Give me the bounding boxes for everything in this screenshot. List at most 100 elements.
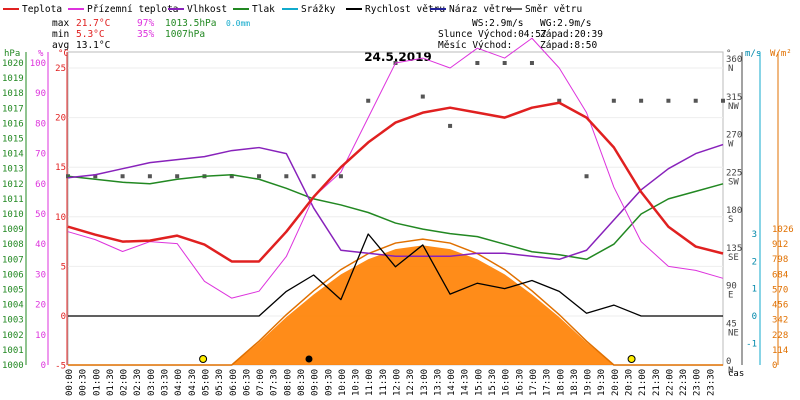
tick-label-press: 1004	[2, 301, 24, 311]
info-moonrise: Měsíc Východ:	[438, 40, 512, 51]
series-ground-temp-line	[67, 37, 724, 299]
tick-label-time: 08:00	[283, 369, 293, 396]
tick-label-press: 1009	[2, 225, 24, 235]
point-wind-dir	[611, 98, 616, 103]
legend-label-rain: Srážky	[301, 4, 336, 15]
point-wind-dir	[693, 98, 698, 103]
point-wind-dir	[639, 98, 644, 103]
tick-label-time: 08:30	[297, 369, 307, 396]
tick-label-wm2: 0	[772, 361, 777, 371]
tick-label-dir-name: SE	[728, 253, 739, 263]
point-wind-dir	[311, 174, 316, 179]
tick-label-press: 1016	[2, 119, 24, 129]
tick-label-wm2: 228	[772, 331, 788, 341]
point-wind-dir	[557, 98, 562, 103]
chart-title: 24.5.2019	[364, 50, 432, 64]
tick-label-ms: 2	[752, 257, 757, 267]
tick-label-dir: 360	[726, 55, 742, 65]
tick-label-dir: 180	[726, 206, 742, 216]
tick-label-time: 18:00	[556, 369, 566, 396]
tick-label-time: 23:00	[693, 369, 703, 396]
tick-label-hum: 40	[35, 240, 46, 250]
tick-label-hum: 60	[35, 180, 46, 190]
tick-label-dir-name: S	[728, 215, 733, 225]
point-wind-dir	[475, 61, 480, 65]
tick-label-press: 1013	[2, 165, 24, 175]
series-sun-area	[68, 245, 723, 365]
tick-label-time: 10:30	[352, 369, 362, 396]
tick-label-time: 20:00	[611, 369, 621, 396]
unit-pct: %	[38, 49, 44, 59]
stat-min-label: min	[52, 29, 69, 40]
stat-min-hum: 35%	[137, 29, 154, 40]
tick-label-dir: 225	[726, 168, 742, 178]
axes: 1000100110021003100410051006100710081009…	[2, 52, 794, 396]
tick-label-hum: 20	[35, 301, 46, 311]
tick-label-time: 18:30	[570, 369, 580, 396]
tick-label-wm2: 114	[772, 346, 788, 356]
tick-label-press: 1010	[2, 210, 24, 220]
tick-label-press: 1017	[2, 104, 24, 114]
tick-label-dir: 90	[726, 282, 737, 292]
point-wind-dir	[666, 98, 671, 103]
tick-label-dir-name: SW	[728, 177, 739, 187]
series-sun-curve	[68, 238, 723, 366]
tick-label-time: 00:00	[65, 369, 75, 396]
tick-label-time: 17:00	[529, 369, 539, 396]
tick-label-time: 10:00	[338, 369, 348, 396]
tick-label-hum: 0	[41, 361, 46, 371]
point-wind-dir	[529, 61, 534, 65]
tick-label-time: 05:30	[215, 369, 225, 396]
series-humidity-line	[67, 143, 724, 261]
tick-label-time: 22:00	[665, 369, 675, 396]
info-block: WS:2.9m/s WG:2.9m/s Slunce Východ:04:57 …	[438, 18, 603, 51]
tick-label-time: 15:00	[474, 369, 484, 396]
tick-label-dir: 0	[726, 357, 731, 367]
stat-max-hum: 97%	[137, 18, 154, 29]
legend-label-temp: Teplota	[22, 4, 62, 15]
tick-label-time: 16:00	[502, 369, 512, 396]
tick-label-dir: 135	[726, 244, 742, 254]
tick-label-time: 03:00	[147, 369, 157, 396]
point-wind-dir	[175, 174, 180, 179]
legend-label-feels: Přízemní teplota	[87, 4, 179, 15]
point-wind-dir	[420, 94, 425, 99]
tick-label-time: 23:30	[706, 369, 716, 396]
tick-label-temp: 25	[55, 64, 66, 74]
point-wind-dir	[229, 174, 234, 179]
tick-label-press: 1014	[2, 150, 24, 160]
legend-label-wind: Rychlost větru	[365, 4, 445, 15]
info-sunset: Západ:20:39	[540, 29, 603, 40]
point-wind-dir	[502, 61, 507, 65]
legend-label-hum: Vlhkost	[187, 4, 227, 15]
stat-min-press: 1007hPa	[165, 29, 205, 40]
tick-label-ms: 1	[752, 285, 757, 295]
tick-label-dir-name: E	[728, 291, 733, 301]
tick-label-time: 04:30	[188, 369, 198, 396]
tick-label-hum: 30	[35, 270, 46, 280]
tick-label-time: 14:00	[447, 369, 457, 396]
tick-label-wm2: 1026	[772, 225, 794, 235]
tick-label-time: 21:30	[652, 369, 662, 396]
tick-label-dir: 270	[726, 131, 742, 141]
tick-label-time: 06:00	[229, 369, 239, 396]
stat-max-rain: 0.0mm	[226, 19, 250, 28]
series-temp-line	[67, 101, 724, 263]
tick-label-time: 07:00	[256, 369, 266, 396]
tick-label-time: 11:00	[365, 369, 375, 396]
tick-label-time: 17:30	[543, 369, 553, 396]
tick-label-ms: 3	[752, 230, 757, 240]
legend-label-dir: Směr větru	[525, 4, 582, 15]
tick-label-press: 1015	[2, 135, 24, 145]
sunset-marker	[627, 355, 636, 363]
point-wind-dir	[147, 174, 152, 179]
tick-label-hum: 70	[35, 150, 46, 160]
point-wind-dir	[338, 174, 343, 179]
info-moonset: Západ:8:50	[540, 40, 597, 51]
tick-label-wm2: 684	[772, 270, 788, 280]
tick-label-time: 05:00	[201, 369, 211, 396]
tick-label-time: 02:00	[120, 369, 130, 396]
tick-label-time: 14:30	[461, 369, 471, 396]
tick-label-wm2: 912	[772, 240, 788, 250]
